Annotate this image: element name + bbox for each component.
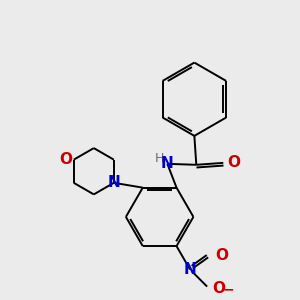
Text: N: N <box>161 156 174 171</box>
Text: O: O <box>212 281 225 296</box>
Text: O: O <box>215 248 228 263</box>
Text: N: N <box>107 175 120 190</box>
Text: O: O <box>227 155 240 170</box>
Text: N: N <box>184 262 196 277</box>
Text: O: O <box>59 152 72 167</box>
Text: H: H <box>155 152 164 164</box>
Text: −: − <box>223 283 234 297</box>
